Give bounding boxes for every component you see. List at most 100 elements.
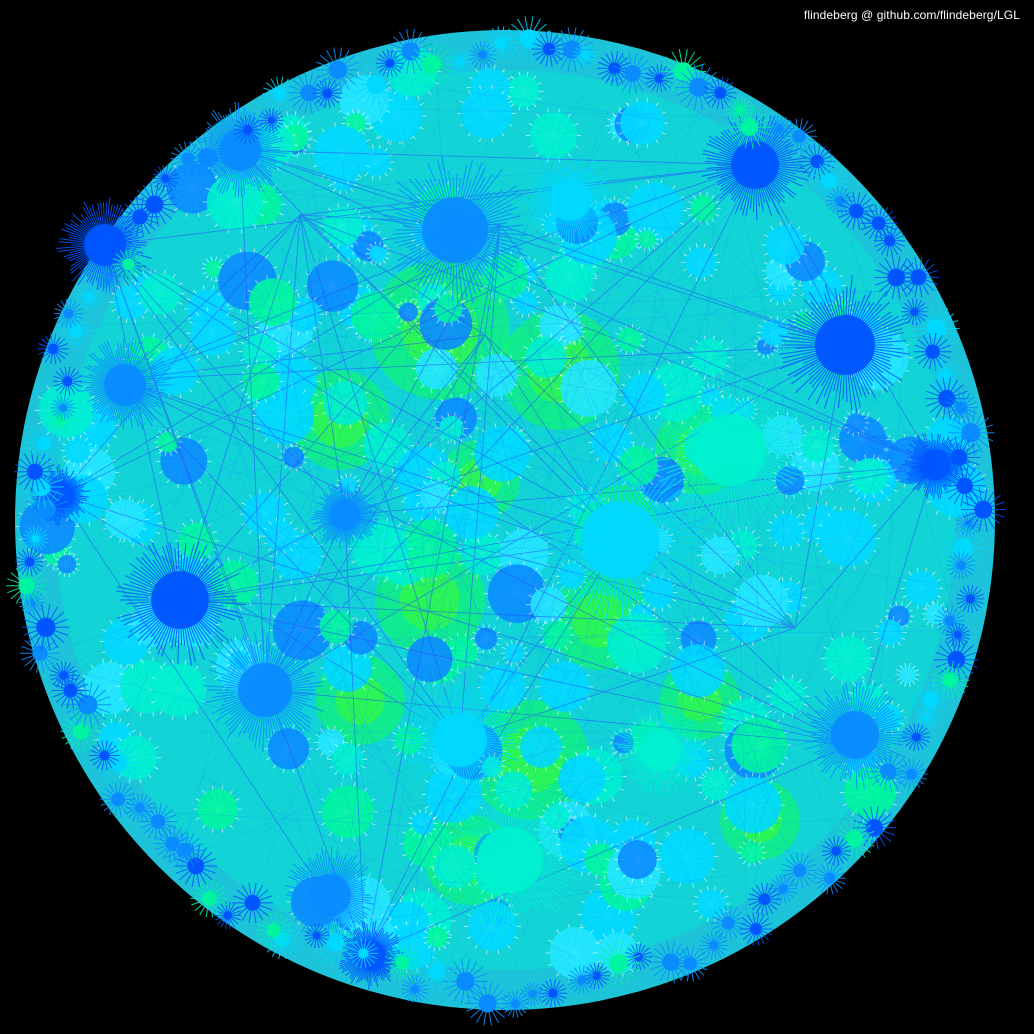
rim-core: [326, 933, 345, 952]
rim-node: [766, 115, 793, 142]
rim-node: [483, 26, 519, 61]
star-core: [350, 291, 400, 340]
rim-rays: [572, 43, 598, 69]
hub-core: [422, 197, 488, 263]
star-core: [514, 291, 538, 314]
rim-rays: [214, 901, 242, 930]
star-core: [433, 845, 477, 889]
rim-node: [902, 723, 931, 751]
rim-core: [111, 792, 125, 806]
rim-core: [109, 753, 127, 772]
rim-node: [710, 905, 746, 941]
star-cluster: [697, 766, 736, 804]
rim-rays: [914, 706, 939, 730]
rim-rays: [710, 905, 746, 941]
rim-core: [268, 117, 275, 124]
rim-rays: [99, 781, 137, 818]
rim-core: [478, 50, 487, 60]
rim-core: [300, 84, 317, 102]
rim-node: [51, 672, 89, 709]
rim-core: [542, 42, 556, 56]
star-cluster: [503, 71, 544, 111]
star-cluster: [681, 243, 720, 282]
rim-node: [649, 940, 693, 984]
rim-rays: [821, 836, 851, 866]
rim-core: [24, 557, 35, 567]
star-cluster: [616, 97, 669, 149]
star-cluster: [193, 785, 242, 833]
star-core: [475, 627, 498, 650]
rim-rays: [837, 192, 876, 230]
star-cluster: [900, 567, 943, 609]
rim-core: [974, 500, 993, 519]
rim-node: [352, 61, 400, 108]
rim-node: [151, 165, 179, 192]
rim-core: [181, 152, 195, 166]
rim-core: [950, 449, 968, 466]
star-core: [265, 521, 296, 552]
star-core: [272, 600, 333, 661]
rim-core: [775, 124, 784, 133]
rim-core: [274, 931, 290, 947]
rim-core: [223, 911, 233, 920]
rim-core: [410, 985, 419, 994]
star-cluster: [347, 288, 404, 344]
star-core: [559, 563, 585, 589]
rim-node: [75, 284, 103, 312]
rim-node: [611, 52, 654, 94]
star-core: [877, 619, 903, 646]
rim-core: [145, 195, 164, 214]
rim-node: [768, 874, 798, 904]
star-core: [617, 327, 642, 352]
star-cluster: [510, 287, 542, 318]
star-cluster: [148, 660, 210, 720]
rim-core: [494, 37, 508, 50]
rim-nodes: [6, 16, 1006, 1026]
star-cluster: [358, 144, 395, 180]
star-cluster: [516, 722, 566, 772]
rim-core: [577, 975, 587, 985]
rim-node: [60, 710, 102, 752]
star-core: [685, 247, 716, 278]
rim-rays: [595, 940, 642, 986]
rim-core: [793, 863, 807, 878]
rim-node: [821, 836, 851, 866]
star-cluster: [201, 256, 227, 281]
rim-core: [906, 768, 918, 780]
rim-core: [662, 953, 680, 971]
hub-node: [285, 846, 374, 941]
rim-core: [758, 893, 771, 905]
rim-node: [106, 225, 133, 252]
star-cluster: [422, 923, 452, 952]
star-cluster: [365, 241, 391, 266]
star-core: [731, 717, 788, 773]
rim-node: [37, 333, 69, 365]
credit-text: flindeberg @ github.com/flindeberg/LGL: [803, 8, 1020, 22]
hub-node: [310, 481, 380, 548]
star-core: [323, 206, 363, 246]
star-core: [626, 182, 684, 239]
star-core: [525, 336, 567, 378]
rim-rays: [809, 161, 849, 201]
rim-rays: [703, 76, 737, 110]
hub-node: [533, 449, 710, 630]
star-cluster: [554, 752, 610, 806]
rim-core: [385, 58, 395, 68]
rim-node: [567, 965, 597, 995]
rim-rays: [946, 551, 976, 580]
rim-core: [63, 308, 74, 319]
star-cluster: [456, 84, 516, 143]
hub-node: [804, 681, 911, 790]
rim-node: [910, 679, 952, 720]
star-core: [544, 804, 570, 830]
rim-node: [937, 436, 981, 479]
star-core: [445, 486, 499, 540]
rim-rays: [20, 633, 60, 673]
rim-node: [852, 806, 897, 850]
rim-core: [709, 940, 719, 951]
rim-rays: [409, 41, 455, 87]
rim-core: [955, 401, 968, 414]
rim-node: [837, 192, 876, 230]
rim-node: [943, 464, 986, 507]
star-core: [925, 604, 945, 624]
